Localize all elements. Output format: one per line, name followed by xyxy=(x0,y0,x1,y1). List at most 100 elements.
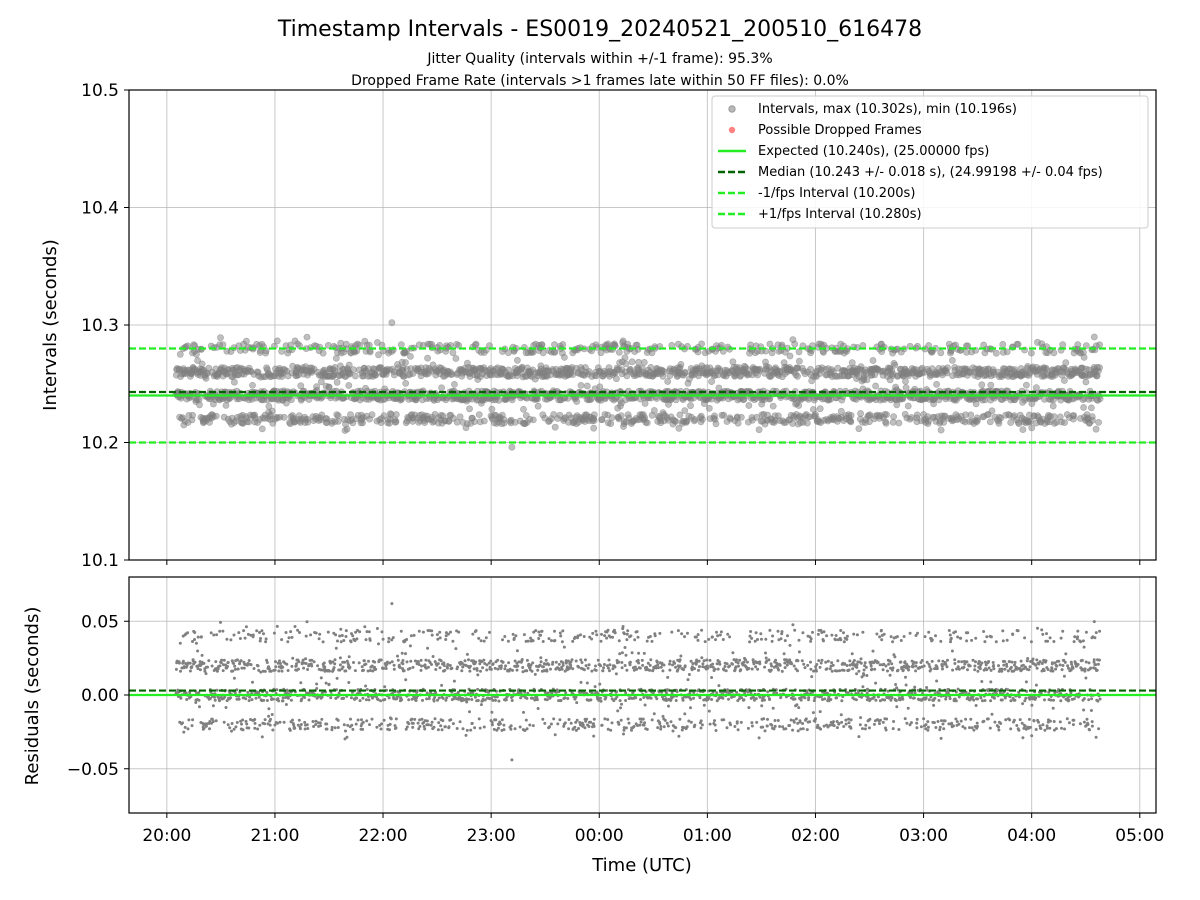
residual-point xyxy=(433,717,437,721)
interval-point xyxy=(967,411,975,419)
residual-point xyxy=(666,675,670,679)
residual-point xyxy=(357,661,361,665)
residual-point xyxy=(613,665,617,669)
residual-point xyxy=(339,640,343,644)
interval-point xyxy=(949,356,956,364)
interval-point xyxy=(794,372,801,380)
residual-point xyxy=(309,633,313,637)
interval-point xyxy=(803,419,811,427)
residual-point xyxy=(696,633,700,637)
residual-point xyxy=(535,698,539,702)
interval-point xyxy=(351,372,359,380)
residual-point xyxy=(586,666,590,670)
residual-point xyxy=(298,631,301,634)
residual-point xyxy=(613,631,617,635)
residual-point xyxy=(728,635,732,639)
interval-point xyxy=(1070,412,1078,420)
residual-point xyxy=(582,635,586,638)
intervals-panel: 10.110.210.310.410.5 Intervals (seconds)… xyxy=(40,81,1157,571)
residual-point xyxy=(642,696,646,699)
residual-point xyxy=(329,696,333,700)
interval-point xyxy=(1028,349,1035,357)
residual-point xyxy=(503,635,507,638)
residual-point xyxy=(258,631,261,634)
interval-point xyxy=(889,418,897,426)
residual-point xyxy=(649,658,653,662)
residual-point xyxy=(540,629,544,633)
residual-point xyxy=(335,676,339,680)
residual-point xyxy=(425,697,429,701)
residual-point xyxy=(314,631,318,635)
residual-point xyxy=(344,729,347,733)
residual-point xyxy=(750,667,754,671)
residual-point xyxy=(355,696,359,700)
residual-point xyxy=(408,666,412,670)
residual-point xyxy=(224,706,228,709)
residual-point xyxy=(536,668,540,672)
residual-point xyxy=(575,701,579,705)
residual-point xyxy=(531,661,535,665)
residual-point xyxy=(622,732,625,736)
residual-point xyxy=(687,673,691,676)
residual-point xyxy=(566,697,570,700)
residual-point xyxy=(563,721,567,725)
interval-point xyxy=(902,377,909,385)
residual-point xyxy=(342,723,346,727)
residual-point xyxy=(481,666,485,670)
intervals-points xyxy=(172,319,1104,451)
residual-point xyxy=(193,660,197,664)
residual-point xyxy=(759,632,763,636)
residual-point xyxy=(558,631,562,635)
residual-point xyxy=(419,668,423,672)
residual-point xyxy=(426,646,430,650)
residual-point xyxy=(186,631,190,635)
residual-point xyxy=(364,684,368,688)
residual-point xyxy=(514,634,518,638)
residual-point xyxy=(238,637,242,640)
residual-point xyxy=(561,661,565,665)
residual-point xyxy=(618,699,622,703)
residual-point xyxy=(277,669,281,673)
residual-point xyxy=(760,637,763,641)
residual-point xyxy=(206,665,209,669)
residual-point xyxy=(326,630,330,634)
interval-point xyxy=(424,354,431,362)
residual-point xyxy=(421,698,424,702)
interval-point xyxy=(529,416,537,424)
interval-point xyxy=(992,349,1000,357)
residual-point xyxy=(577,727,580,730)
interval-point xyxy=(334,412,342,420)
residual-point xyxy=(365,719,369,723)
interval-point xyxy=(937,426,945,434)
interval-point xyxy=(345,382,353,389)
residual-point xyxy=(735,658,738,662)
residual-point xyxy=(464,733,468,737)
residual-point xyxy=(501,638,504,642)
residual-point xyxy=(479,639,483,643)
interval-point xyxy=(847,411,855,419)
residual-point xyxy=(758,662,762,666)
residual-point xyxy=(440,683,444,687)
residual-point xyxy=(636,635,640,639)
residual-point xyxy=(252,667,256,670)
interval-point xyxy=(613,375,620,383)
interval-point xyxy=(705,404,713,412)
interval-point xyxy=(769,402,777,410)
residual-point xyxy=(569,663,573,667)
residual-point xyxy=(281,699,285,703)
interval-point xyxy=(622,360,630,368)
residual-point xyxy=(394,726,398,730)
residual-point xyxy=(502,728,506,732)
residual-point xyxy=(737,664,740,668)
residual-point xyxy=(367,659,370,663)
interval-point xyxy=(392,411,400,418)
residual-point xyxy=(391,636,395,640)
residual-point xyxy=(305,620,309,624)
interval-point xyxy=(325,383,333,391)
residual-point xyxy=(383,685,387,689)
residual-point xyxy=(187,718,191,722)
residual-point xyxy=(636,658,640,662)
residual-point xyxy=(622,728,626,732)
residual-point xyxy=(715,630,718,634)
interval-point xyxy=(551,423,559,431)
